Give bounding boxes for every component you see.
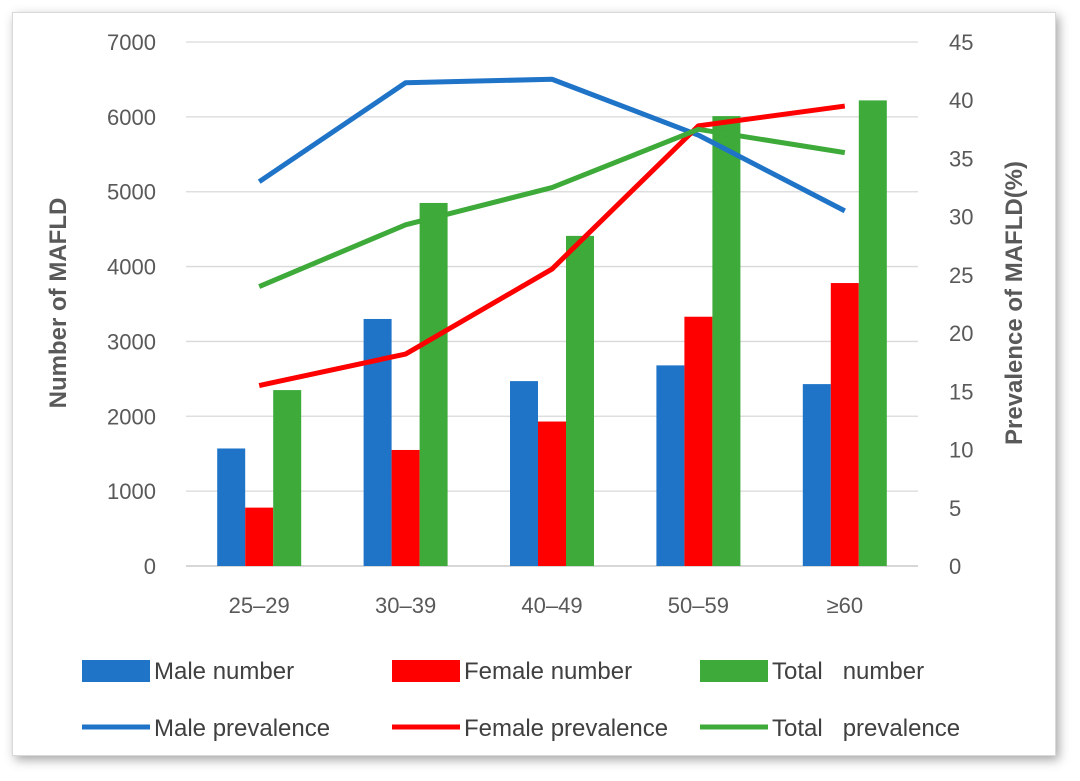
y-tick-label: 1000: [107, 479, 156, 504]
y-tick-label: 2000: [107, 404, 156, 429]
bar-total: [858, 100, 887, 566]
bar-total: [566, 235, 594, 566]
y-tick-label: 5000: [107, 180, 156, 205]
bar-male: [217, 448, 246, 566]
bar-male: [656, 365, 685, 566]
bar-total: [419, 202, 448, 566]
y-tick-label: 6000: [107, 105, 156, 130]
legend-label: Female prevalence: [464, 715, 668, 742]
y2-tick-label: 0: [949, 554, 961, 579]
line-total-prevalence: [258, 126, 846, 289]
legend-label: Total number: [772, 658, 924, 685]
bar-male: [802, 384, 831, 566]
line-female-prevalence: [258, 103, 846, 388]
bar-total: [273, 390, 302, 566]
legend-swatch-total-number: [700, 660, 768, 682]
y-tick-label: 4000: [107, 255, 156, 280]
legend: Male number Female number Total number Male…: [82, 658, 960, 742]
y2-tick-label: 45: [949, 30, 973, 55]
y2-tick-label: 40: [949, 88, 973, 113]
bar-total: [712, 116, 741, 566]
y2-tick-label: 30: [949, 205, 973, 230]
x-tick-label: ≥60: [827, 593, 864, 618]
y2-tick-label: 35: [949, 146, 973, 171]
x-tick-label: 30–39: [375, 593, 436, 618]
y2-axis-title: Prevalence of MAFLD(%): [1001, 161, 1028, 445]
bars: [217, 100, 887, 566]
line-male-prevalence: [257, 76, 846, 214]
legend-label: Male number: [154, 658, 294, 685]
x-tick-label: 25–29: [229, 593, 290, 618]
y-axis-title: Number of MAFLD: [45, 198, 72, 409]
bar-female: [538, 421, 566, 566]
x-tick-label: 40–49: [521, 593, 582, 618]
legend-swatch-male-number: [82, 660, 150, 682]
lines: [257, 76, 846, 388]
x-axis-ticks: 25–29 30–39 40–49 50–59 ≥60: [229, 593, 863, 618]
x-tick-label: 50–59: [668, 593, 729, 618]
bar-female: [391, 449, 420, 566]
legend-swatch-female-number: [392, 660, 460, 682]
y2-tick-label: 20: [949, 321, 973, 346]
bar-female: [245, 507, 274, 566]
right-axis-ticks: 0 5 10 15 20 25 30 35 40 45: [949, 30, 973, 579]
legend-label: Total prevalence: [772, 715, 960, 742]
y2-tick-label: 10: [949, 438, 973, 463]
bar-male: [510, 381, 538, 566]
y-tick-label: 0: [144, 554, 156, 579]
y-tick-label: 7000: [107, 30, 156, 55]
bar-female: [830, 283, 859, 566]
y2-tick-label: 25: [949, 263, 973, 288]
legend-label: Male prevalence: [154, 715, 330, 742]
y2-tick-label: 15: [949, 379, 973, 404]
bar-female: [684, 316, 713, 566]
y2-tick-label: 5: [949, 496, 961, 521]
y-tick-label: 3000: [107, 329, 156, 354]
legend-label: Female number: [464, 658, 632, 685]
left-axis-ticks: 0 1000 2000 3000 4000 5000 6000 7000: [107, 30, 156, 579]
